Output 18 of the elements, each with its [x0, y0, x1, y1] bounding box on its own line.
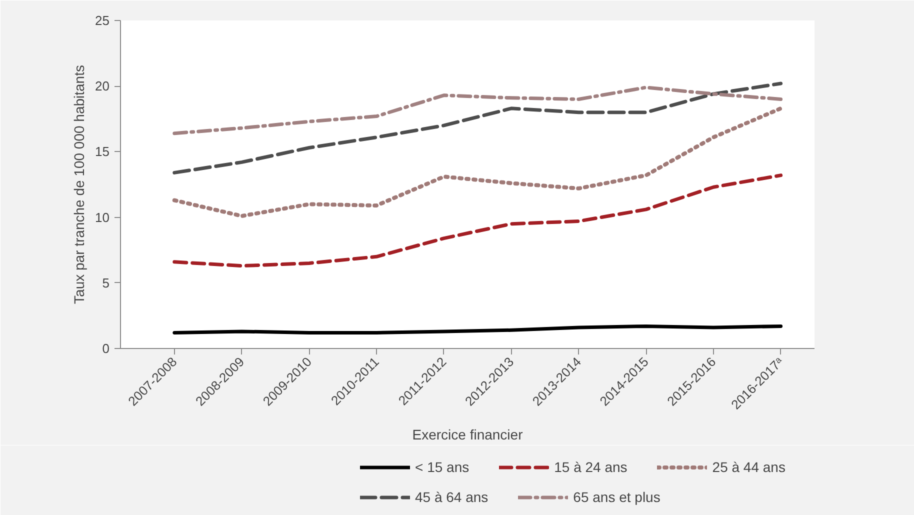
legend-label: 25 à 44 ans: [712, 459, 786, 475]
line-series: [172, 86, 783, 136]
y-tick-label: 0: [102, 341, 110, 356]
y-tick-label: 10: [95, 210, 110, 225]
y-tick-label: 20: [95, 78, 110, 94]
y-tick-label: 15: [95, 144, 110, 160]
line-series: [172, 324, 783, 335]
line-series: [172, 174, 783, 268]
legend-label: 65 ans et plus: [573, 489, 660, 505]
legend-label: < 15 ans: [415, 459, 470, 475]
x-axis-title: Exercice financier: [412, 426, 524, 442]
legend-label: 15 à 24 ans: [554, 459, 628, 475]
legend-label: 45 à 64 ans: [415, 489, 488, 505]
y-tick-label: 25: [95, 13, 110, 28]
y-tick-label: 5: [102, 275, 110, 290]
line-series: [172, 82, 783, 174]
line-series: [172, 106, 783, 218]
y-axis-title: Taux par tranche de 100 000 habitants: [71, 65, 88, 304]
